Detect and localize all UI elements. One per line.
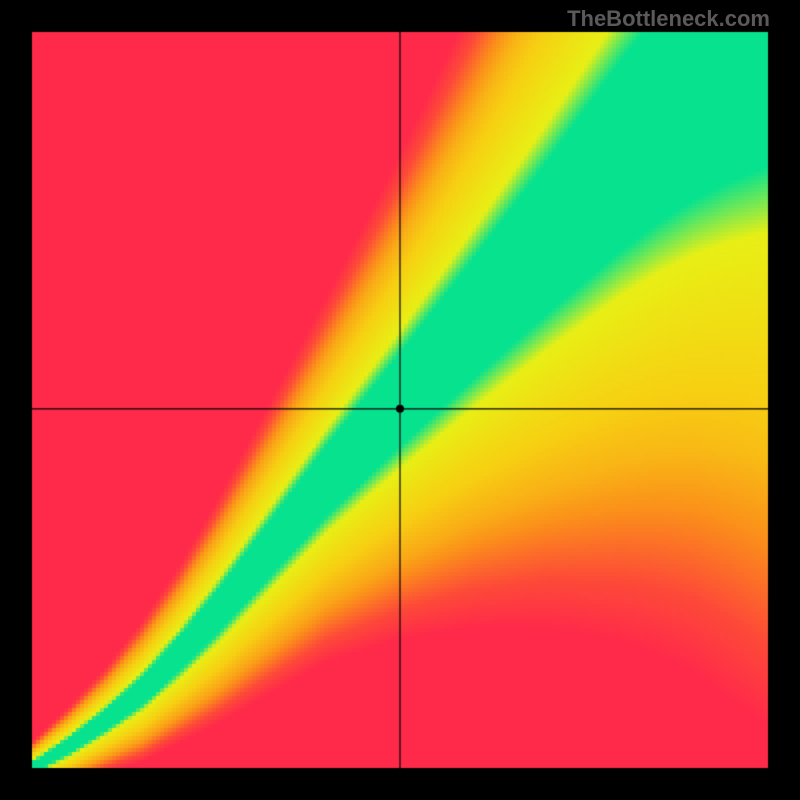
- watermark-text: TheBottleneck.com: [567, 6, 770, 32]
- chart-container: TheBottleneck.com: [0, 0, 800, 800]
- bottleneck-heatmap: [0, 0, 800, 800]
